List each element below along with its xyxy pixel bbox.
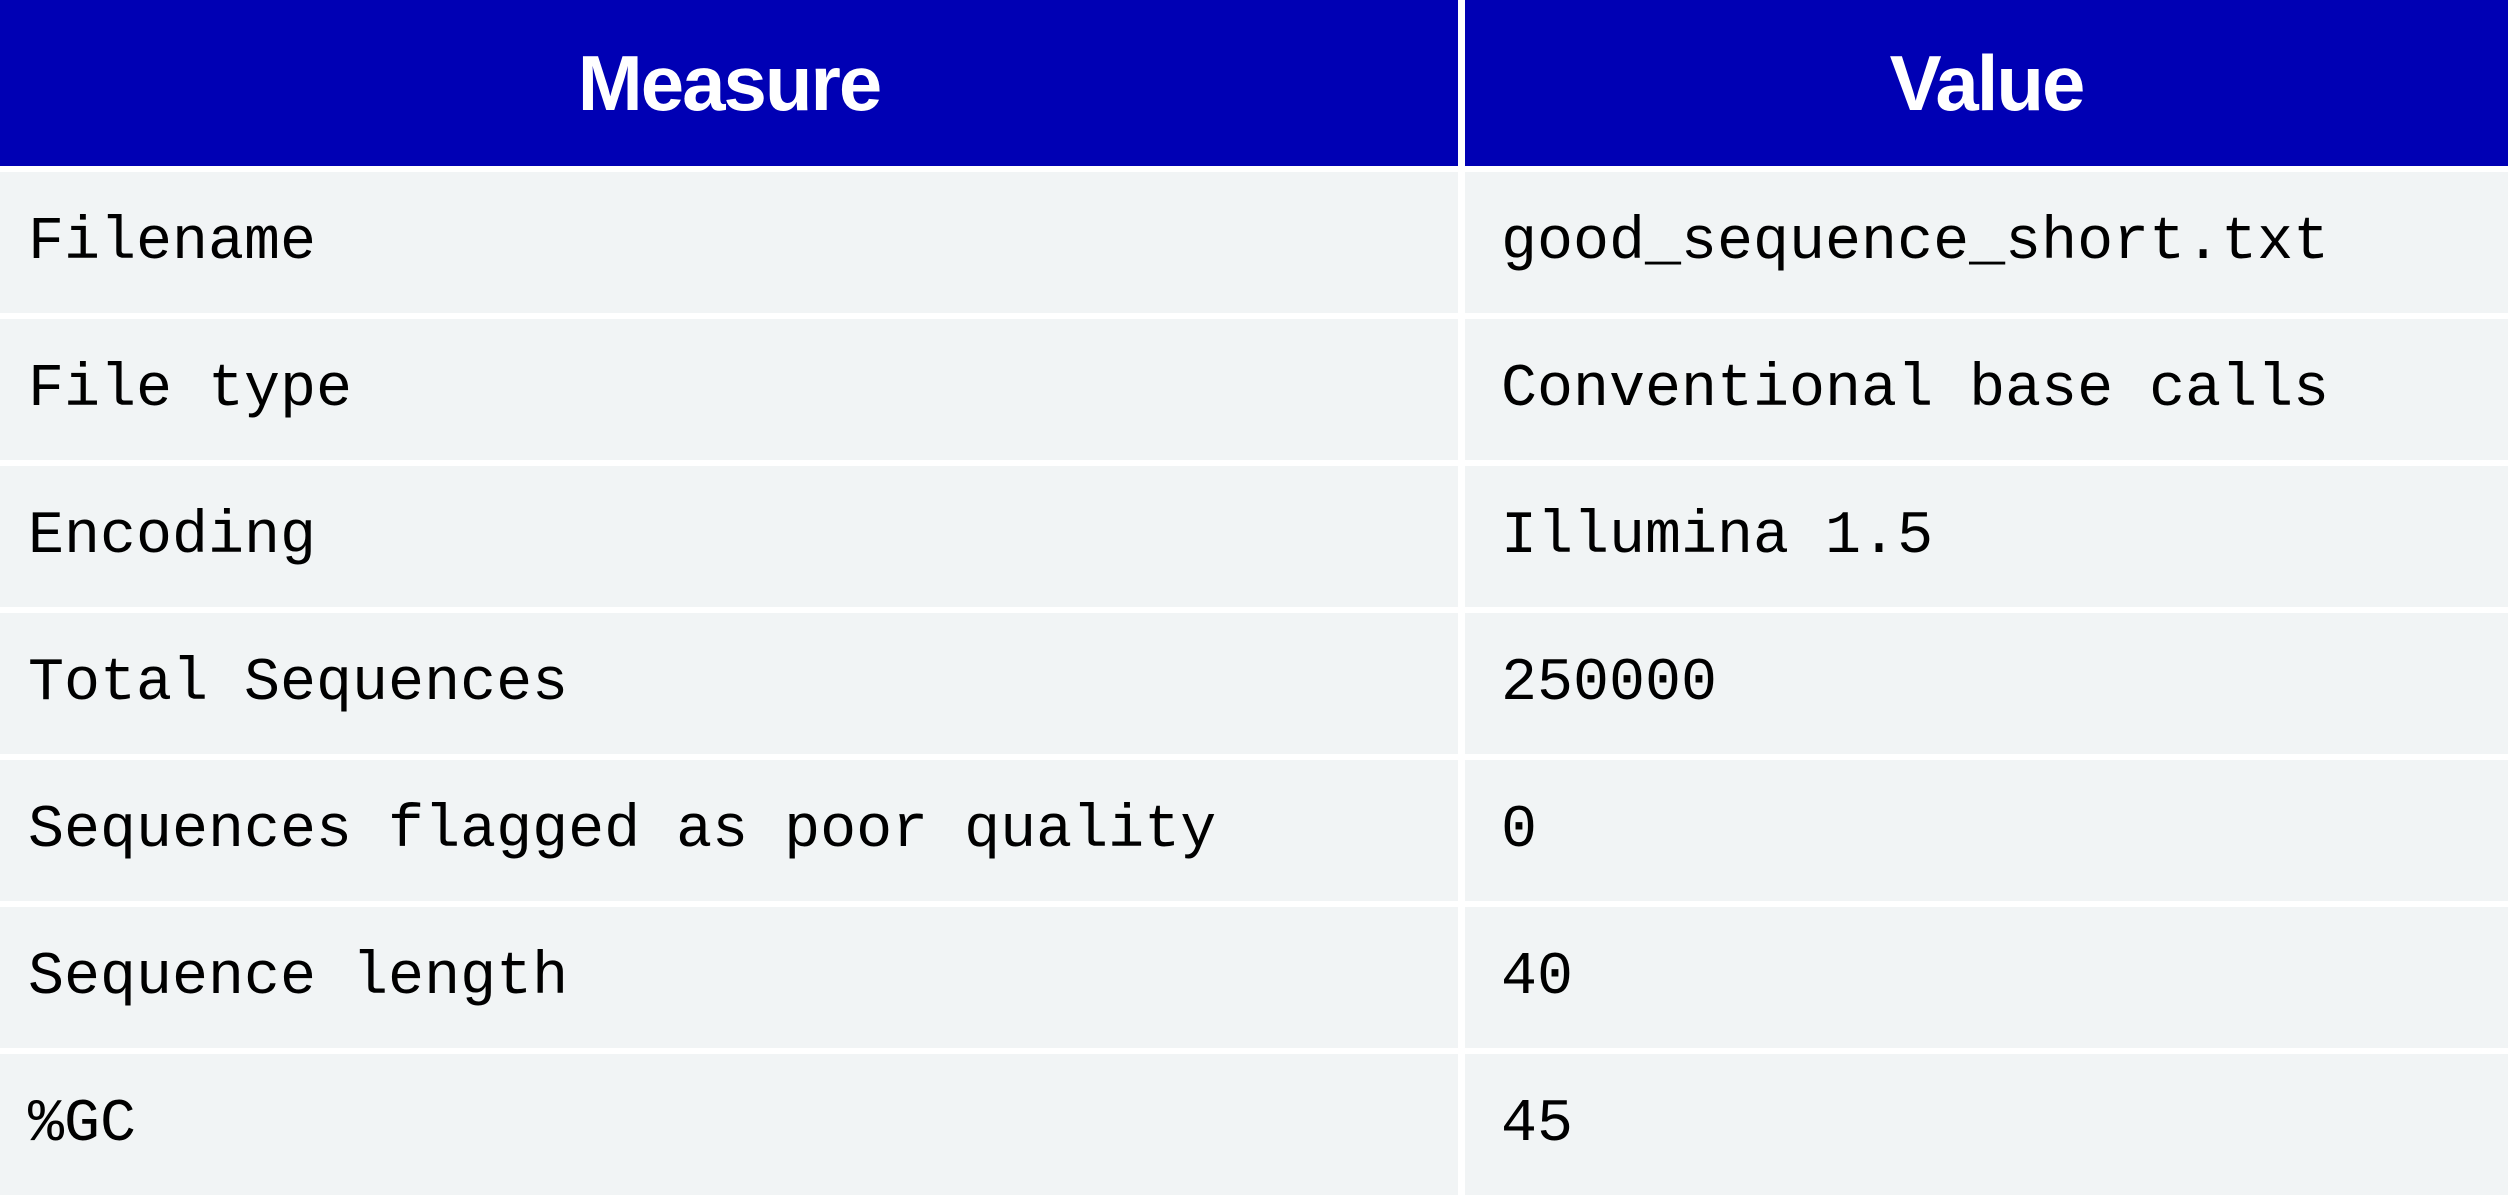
measure-cell: Sequence length [0,907,1465,1054]
table-header: Measure Value [0,0,2508,172]
measure-cell: Encoding [0,466,1465,613]
table-body: Filename good_sequence_short.txt File ty… [0,172,2508,1195]
measure-cell: %GC [0,1054,1465,1195]
value-cell: Conventional base calls [1465,319,2508,466]
measure-cell: File type [0,319,1465,466]
value-cell: good_sequence_short.txt [1465,172,2508,319]
value-cell: 40 [1465,907,2508,1054]
value-cell: 0 [1465,760,2508,907]
measure-cell: Filename [0,172,1465,319]
table-row: File type Conventional base calls [0,319,2508,466]
table-row: Encoding Illumina 1.5 [0,466,2508,613]
table-row: Filename good_sequence_short.txt [0,172,2508,319]
measure-cell: Sequences flagged as poor quality [0,760,1465,907]
header-row: Measure Value [0,0,2508,172]
table-row: %GC 45 [0,1054,2508,1195]
table-row: Total Sequences 250000 [0,613,2508,760]
table-row: Sequence length 40 [0,907,2508,1054]
value-cell: 250000 [1465,613,2508,760]
measure-cell: Total Sequences [0,613,1465,760]
column-header-measure: Measure [0,0,1465,172]
table-row: Sequences flagged as poor quality 0 [0,760,2508,907]
value-cell: 45 [1465,1054,2508,1195]
value-cell: Illumina 1.5 [1465,466,2508,613]
column-header-value: Value [1465,0,2508,172]
